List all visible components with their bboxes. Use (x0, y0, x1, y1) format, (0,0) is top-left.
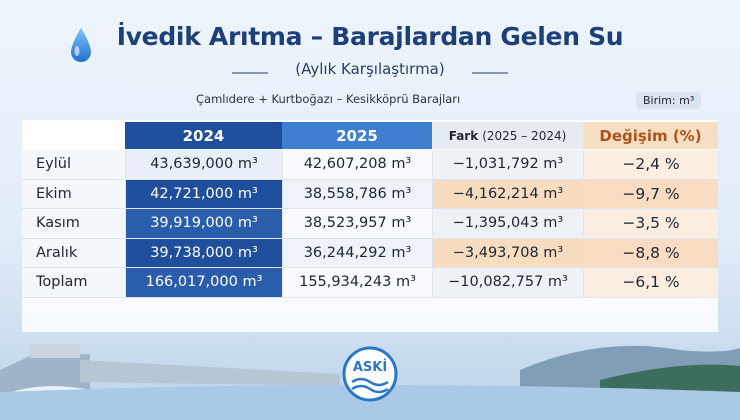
table-cell: −10,082,757 m³ (432, 268, 583, 298)
table-cell: 39,919,000 m³ (125, 209, 282, 239)
table-cell: −6,1 % (583, 268, 718, 298)
unit-badge: Birim: m³ (636, 92, 702, 109)
subtitle-rule (232, 72, 508, 74)
subtitle: (Aylık Karşılaştırma) (295, 60, 445, 78)
column-header: Değişim (%) (583, 122, 718, 149)
landscape: ASKİ (0, 344, 740, 420)
title: İvedik Arıtma – Barajlardan Gelen Su (116, 22, 624, 51)
table-cell: 43,639,000 m³ (125, 150, 282, 180)
header-text: 2024 (182, 126, 225, 145)
row-label: Ekim (22, 179, 125, 209)
table-cell: −1,395,043 m³ (432, 209, 583, 239)
header-subtext: (2025 – 2024) (482, 128, 567, 143)
table-cell: 38,558,786 m³ (282, 179, 432, 209)
table-cell: 42,607,208 m³ (282, 150, 432, 180)
row-label: Kasım (22, 209, 125, 239)
row-label: Eylül (22, 150, 125, 180)
table-cell: 155,934,243 m³ (282, 268, 432, 298)
table-cell: 42,721,000 m³ (125, 179, 282, 209)
water-drop-icon (71, 28, 91, 62)
table-cell: −8,8 % (583, 238, 718, 268)
header-text: Fark (448, 128, 479, 143)
table-cell: −2,4 % (583, 150, 718, 180)
table-cell: 39,738,000 m³ (125, 238, 282, 268)
table-cell: 38,523,957 m³ (282, 209, 432, 239)
table-cell: −3,5 % (583, 209, 718, 239)
logo-text: ASKİ (353, 359, 387, 375)
column-header: 2024 (125, 122, 282, 149)
header-text: Değişim (%) (599, 126, 702, 145)
header-text: 2025 (336, 126, 378, 145)
note: Çamlıdere + Kurtboğazı – Kesikköprü Bara… (196, 92, 461, 106)
table-cell: 166,017,000 m³ (125, 268, 282, 298)
table-cell: −3,493,708 m³ (432, 238, 583, 268)
table-cell: −4,162,214 m³ (432, 179, 583, 209)
column-header: Fark (2025 – 2024) (432, 122, 583, 149)
table-cell: 36,244,292 m³ (282, 238, 432, 268)
row-label: Aralık (22, 238, 125, 268)
table-cell: −9,7 % (583, 179, 718, 209)
row-label: Toplam (22, 268, 125, 298)
table-cell: −1,031,792 m³ (432, 150, 583, 180)
column-header: 2025 (282, 122, 432, 149)
